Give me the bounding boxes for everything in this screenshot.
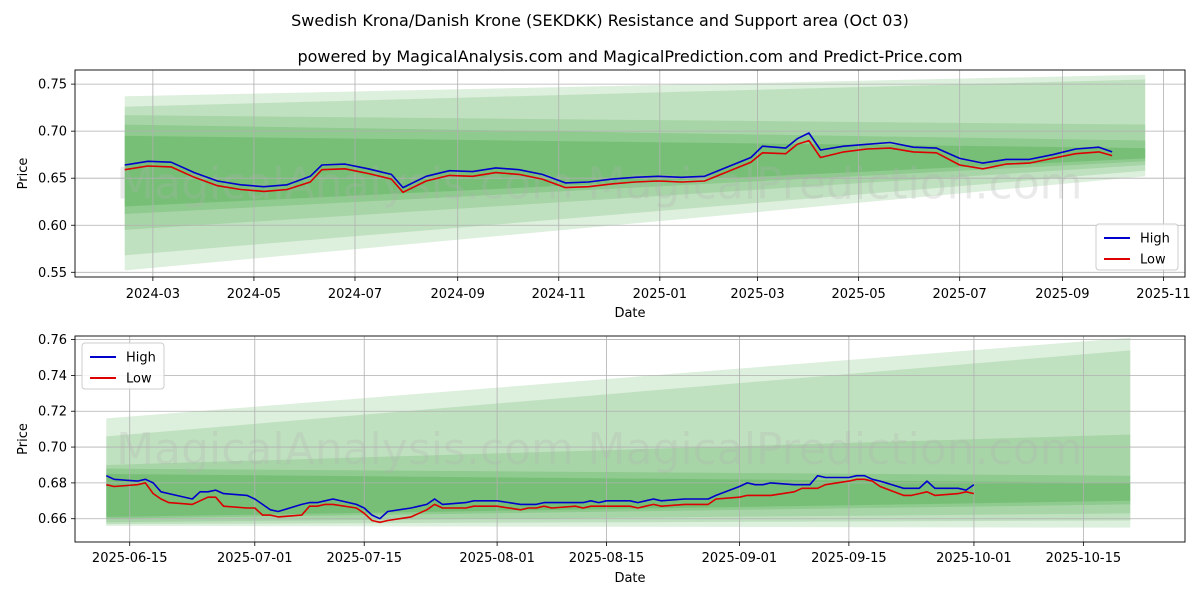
y-tick-label: 0.60 <box>38 219 67 234</box>
x-tick-label: 2024-09 <box>431 287 485 302</box>
x-tick-label: 2025-10-15 <box>1046 551 1122 566</box>
x-tick-label: 2025-01 <box>633 287 687 302</box>
y-tick-label: 0.65 <box>38 172 67 187</box>
y-tick-label: 0.68 <box>38 476 67 491</box>
legend-label-high: High <box>1140 232 1170 247</box>
watermark: MagicalPrediction.com <box>588 424 1083 475</box>
y-tick-label: 0.72 <box>38 405 67 420</box>
x-tick-label: 2025-05 <box>831 287 885 302</box>
series-line-low <box>124 139 1113 194</box>
x-tick-label: 2025-07 <box>933 287 987 302</box>
y-tick-label: 0.75 <box>38 78 67 93</box>
legend-label-low: Low <box>1140 253 1166 268</box>
x-tick-label: 2025-08-01 <box>459 551 535 566</box>
x-tick-label: 2024-11 <box>532 287 586 302</box>
chart-title: Swedish Krona/Danish Krone (SEKDKK) Resi… <box>291 11 909 30</box>
y-tick-label: 0.76 <box>38 333 67 348</box>
series-line-high <box>124 132 1113 189</box>
y-tick-label: 0.66 <box>38 512 67 527</box>
watermark: MagicalPrediction.com <box>588 159 1083 210</box>
legend: High Low <box>1095 223 1179 271</box>
y-tick-label: 0.70 <box>38 125 67 140</box>
support-resistance-band <box>124 79 1146 256</box>
legend: High Low <box>81 342 165 390</box>
x-tick-label: 2025-03 <box>730 287 784 302</box>
legend-label-low: Low <box>126 372 152 387</box>
x-axis-label: Date <box>614 571 645 586</box>
x-tick-label: 2024-05 <box>227 287 281 302</box>
support-resistance-band <box>106 468 1131 519</box>
y-tick-label: 0.55 <box>38 266 67 281</box>
support-resistance-band <box>106 350 1131 525</box>
x-tick-label: 2025-10-01 <box>936 551 1012 566</box>
x-tick-label: 2024-03 <box>126 287 180 302</box>
y-axis-label: Price <box>16 423 31 455</box>
x-tick-label: 2024-07 <box>328 287 382 302</box>
support-resistance-band <box>106 434 1131 523</box>
y-tick-label: 0.70 <box>38 441 67 456</box>
support-resistance-band <box>106 473 1131 517</box>
x-axis-label: Date <box>614 306 645 321</box>
x-tick-label: 2025-08-15 <box>569 551 645 566</box>
plot-frame <box>74 335 1186 543</box>
watermark: MagicalAnalysis.com <box>116 424 574 475</box>
support-resistance-band <box>124 115 1146 230</box>
y-axis-label: Price <box>16 158 31 190</box>
plot-frame <box>74 69 1186 278</box>
x-tick-label: 2025-09-01 <box>702 551 778 566</box>
bottom-panel: MagicalAnalysis.com MagicalPrediction.com… <box>16 333 1186 586</box>
x-tick-label: 2025-06-15 <box>92 551 168 566</box>
support-resistance-band <box>124 74 1146 271</box>
chart-subtitle: powered by MagicalAnalysis.com and Magic… <box>297 47 962 66</box>
support-resistance-band <box>124 124 1146 214</box>
x-tick-label: 2025-07-15 <box>326 551 402 566</box>
y-tick-label: 0.74 <box>38 369 67 384</box>
band-group <box>124 74 1146 271</box>
x-tick-label: 2025-09-15 <box>811 551 887 566</box>
series-line-high <box>105 474 975 520</box>
top-panel: MagicalAnalysis.com MagicalPrediction.com… <box>16 69 1191 321</box>
x-tick-label: 2025-07-01 <box>217 551 293 566</box>
series-line-low <box>106 478 975 524</box>
x-tick-label: 2025-09 <box>1035 287 1089 302</box>
x-tick-label: 2025-11 <box>1136 287 1190 302</box>
legend-label-high: High <box>126 351 156 366</box>
watermark: MagicalAnalysis.com <box>116 159 574 210</box>
support-resistance-band <box>124 135 1146 207</box>
